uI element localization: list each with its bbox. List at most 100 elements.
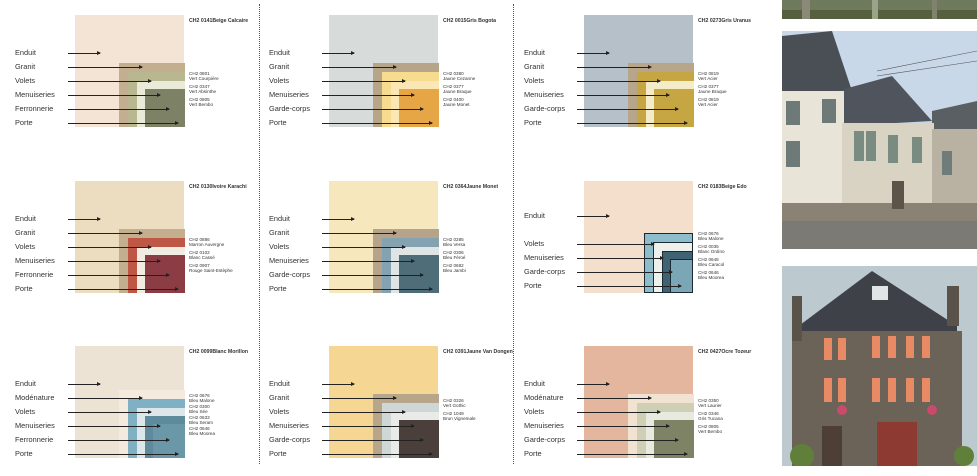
pointer-arrow <box>577 270 673 274</box>
swatch-code-number: CH2 0819 <box>698 71 719 76</box>
base-color-code: CH2 0391Jaune Van Dongen <box>443 349 513 355</box>
swatch-code-name: Jaune Braque <box>443 89 472 95</box>
pointer-arrow <box>577 107 679 111</box>
swatch-code: CH2 0633 Bleu Seram <box>189 415 213 426</box>
base-code: CH2 0099 <box>189 349 213 355</box>
element-label: Volets <box>15 76 36 85</box>
swatch-code-number: CH2 0300 <box>189 404 210 409</box>
element-label: Menuiseries <box>15 421 55 430</box>
element-label: Granit <box>15 62 36 71</box>
palette-panel: Enduit Granit Volets Menuiseries Garde-corps… <box>254 15 499 145</box>
pointer-arrow <box>577 452 688 456</box>
pointer-arrow <box>577 396 652 400</box>
swatch-code-name: Jaune Monet <box>443 102 470 108</box>
swatch-code: CH2 0380 Jaune Cezanne <box>443 71 475 82</box>
palette-panel: Enduit Granit Volets Menuiseries Garde-corps… <box>254 346 513 476</box>
swatch-code: CH2 0326 Vert Gothic <box>443 398 466 409</box>
swatch-code: CH2 0350 Vert Laurier <box>698 398 722 409</box>
swatch-code: CH2 0285 Bleu Versa <box>443 237 465 248</box>
element-label: Ferronnerie <box>15 435 54 444</box>
base-color-code: CH2 0183Beige Edo <box>698 184 747 190</box>
pointer-arrow <box>68 231 143 235</box>
pointer-arrow <box>68 93 161 97</box>
element-label: Volets <box>269 407 290 416</box>
swatch-code-name: Bleu Malone <box>698 236 724 242</box>
base-code: CH2 0015 <box>443 18 467 24</box>
pointer-arrow <box>322 121 433 125</box>
base-code: CH2 0273 <box>698 18 722 24</box>
base-code: CH2 0391 <box>443 349 467 355</box>
base-code: CH2 0141 <box>189 18 213 24</box>
palette-panel: Enduit Granit Volets Menuiseries Ferronnerie… <box>0 181 247 311</box>
swatch-code-number: CH2 0801 <box>189 71 210 76</box>
element-label: Garde-corps <box>269 270 311 279</box>
swatch-code-name: Rouge Saint-Estèphe <box>189 268 233 274</box>
swatch-code-name: Jaune Braque <box>698 89 727 95</box>
swatch-code: CH2 1049 Brun Vignemale <box>443 411 476 422</box>
element-label: Menuiseries <box>524 90 564 99</box>
element-label: Granit <box>524 62 545 71</box>
swatch-code-number: CH2 0805 <box>189 97 210 102</box>
swatch-code-number: CH2 0886 <box>189 237 210 242</box>
swatch-code-name: Vert Bembo <box>698 429 723 435</box>
palette-panel: Enduit Modénature Volets Menuiseries Garde-c… <box>509 346 754 476</box>
element-label: Menuiseries <box>524 421 564 430</box>
swatch-code-number: CH2 1049 <box>443 411 464 416</box>
swatch-code-number: CH2 0400 <box>443 97 464 102</box>
pointer-arrow <box>577 284 682 288</box>
pointer-arrow <box>577 410 661 414</box>
swatch-code-number: CH2 0646 <box>698 270 719 275</box>
swatch-code-name: Bleu Féroé <box>443 255 466 261</box>
swatch-code-number: CH2 0035 <box>698 244 719 249</box>
element-label: Modénature <box>524 393 564 402</box>
swatch-code-number: CH2 0907 <box>189 263 210 268</box>
element-label: Porte <box>269 284 287 293</box>
element-label: Porte <box>269 449 287 458</box>
swatch-code-name: Blanc Cassé <box>189 255 215 261</box>
element-label: Volets <box>524 407 545 416</box>
pointer-arrow <box>577 214 610 218</box>
swatch-code-name: Bleu Malone <box>189 398 215 404</box>
element-label: Menuiseries <box>269 421 309 430</box>
element-label: Menuiseries <box>524 253 564 262</box>
element-label: Enduit <box>15 48 36 57</box>
element-label: Enduit <box>269 214 290 223</box>
swatch-code: CH2 0347 Vert Absinthe <box>189 84 216 95</box>
element-label: Porte <box>269 118 287 127</box>
swatch-code-number: CH2 0285 <box>443 237 464 242</box>
element-label: Modénature <box>15 393 55 402</box>
photo-top-strip <box>782 0 977 19</box>
pointer-arrow <box>577 121 688 125</box>
swatch-code-number: CH2 0347 <box>189 84 210 89</box>
element-label: Menuiseries <box>269 256 309 265</box>
pointer-arrow <box>577 424 670 428</box>
swatch-code: CH2 0682 Bleu Jambi <box>443 263 466 274</box>
swatch-code-number: CH2 0102 <box>189 250 210 255</box>
pointer-arrow <box>68 382 101 386</box>
pointer-arrow <box>68 287 179 291</box>
swatch-code-number: CH2 0380 <box>443 71 464 76</box>
element-label: Enduit <box>524 379 545 388</box>
pointer-arrow <box>68 259 161 263</box>
pointer-arrow <box>68 51 101 55</box>
swatch-code-name: Gris Tucana <box>698 416 723 422</box>
pointer-arrow <box>322 245 406 249</box>
nested-swatch <box>670 259 693 293</box>
pointer-arrow <box>322 259 415 263</box>
base-name: Gris Uranus <box>721 18 752 24</box>
swatch-code-number: CH2 0326 <box>443 398 464 403</box>
pointer-arrow <box>577 382 610 386</box>
element-label: Volets <box>15 242 36 251</box>
element-label: Enduit <box>269 379 290 388</box>
pointer-arrow <box>577 79 661 83</box>
swatch-code: CH2 0805 Vert Bembo <box>189 97 213 108</box>
swatch-code: CH2 0907 Rouge Saint-Estèphe <box>189 263 233 274</box>
element-label: Menuiseries <box>269 90 309 99</box>
swatch-code: CH2 0400 Jaune Monet <box>443 97 470 108</box>
swatch-code: CH2 0819 Vert Acier <box>698 97 719 108</box>
pointer-arrow <box>322 273 424 277</box>
pointer-arrow <box>322 452 433 456</box>
element-label: Menuiseries <box>15 90 55 99</box>
pointer-arrow <box>68 245 152 249</box>
element-label: Garde-corps <box>524 267 566 276</box>
